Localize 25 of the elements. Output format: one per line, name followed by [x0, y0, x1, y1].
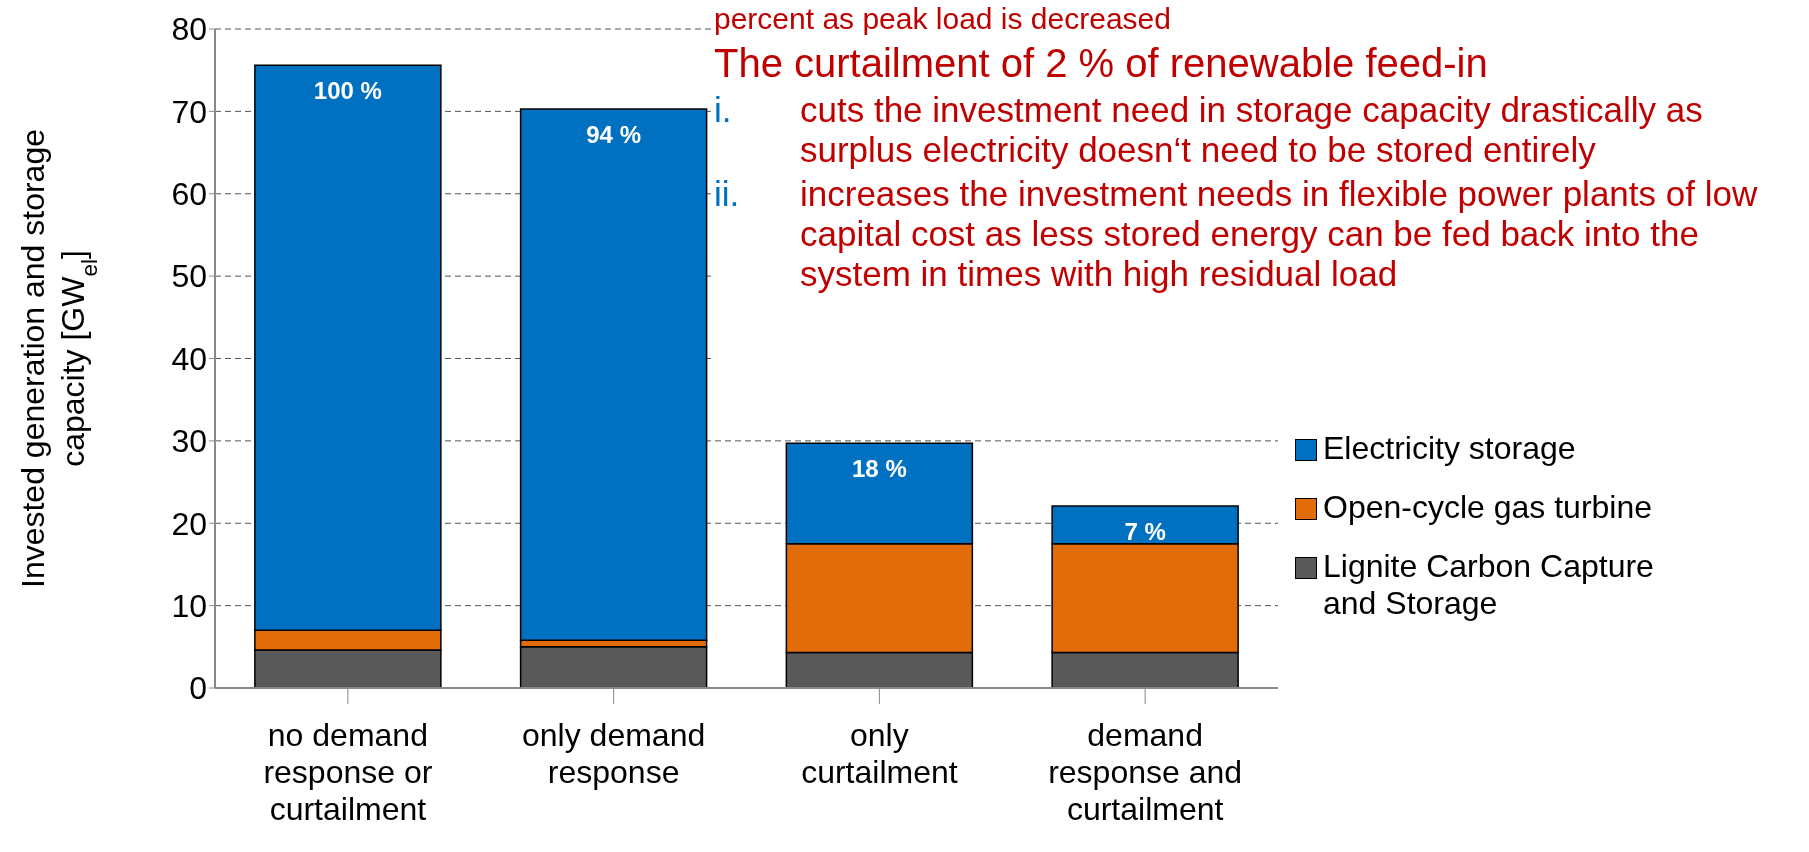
y-tick-label: 0	[189, 670, 207, 707]
annotation: 7 %	[1124, 517, 1166, 545]
annotation: 100 %	[313, 77, 382, 105]
legend-label: Lignite Carbon Capture and Storage	[1323, 548, 1655, 622]
x-tick-label: only curtailment	[801, 717, 958, 790]
y-tick-label: 30	[171, 423, 207, 460]
annotation: 94 %	[586, 120, 641, 148]
annotation: increases the investment needs in flexible power plants of low capital cost as less stored energy can be fed back into the system in times with high residual load	[800, 174, 1759, 294]
y-tick-label: 80	[171, 11, 207, 48]
x-tick-label: only demand response	[522, 717, 706, 790]
y-tick-label: 70	[171, 93, 207, 130]
annotation: The curtailment of 2 % of renewable feed-in	[714, 40, 1489, 86]
y-tick-label: 10	[171, 587, 207, 624]
annotation: ii.	[714, 174, 741, 215]
annotation: percent as peak load is decreased	[714, 1, 1172, 36]
y-tick-label: 50	[171, 258, 207, 295]
y-tick-label: 40	[171, 340, 207, 377]
y-tick-label: 20	[171, 505, 207, 542]
annotation: i.	[714, 90, 733, 131]
x-tick-label: demand response and curtailment	[1048, 717, 1243, 827]
y-tick-label: 60	[171, 176, 207, 213]
legend-label: Electricity storage	[1323, 430, 1577, 467]
x-tick-label: no demand response or curtailment	[263, 717, 433, 827]
legend-label: Open-cycle gas turbine	[1323, 489, 1654, 526]
annotation: 18 %	[852, 455, 907, 483]
